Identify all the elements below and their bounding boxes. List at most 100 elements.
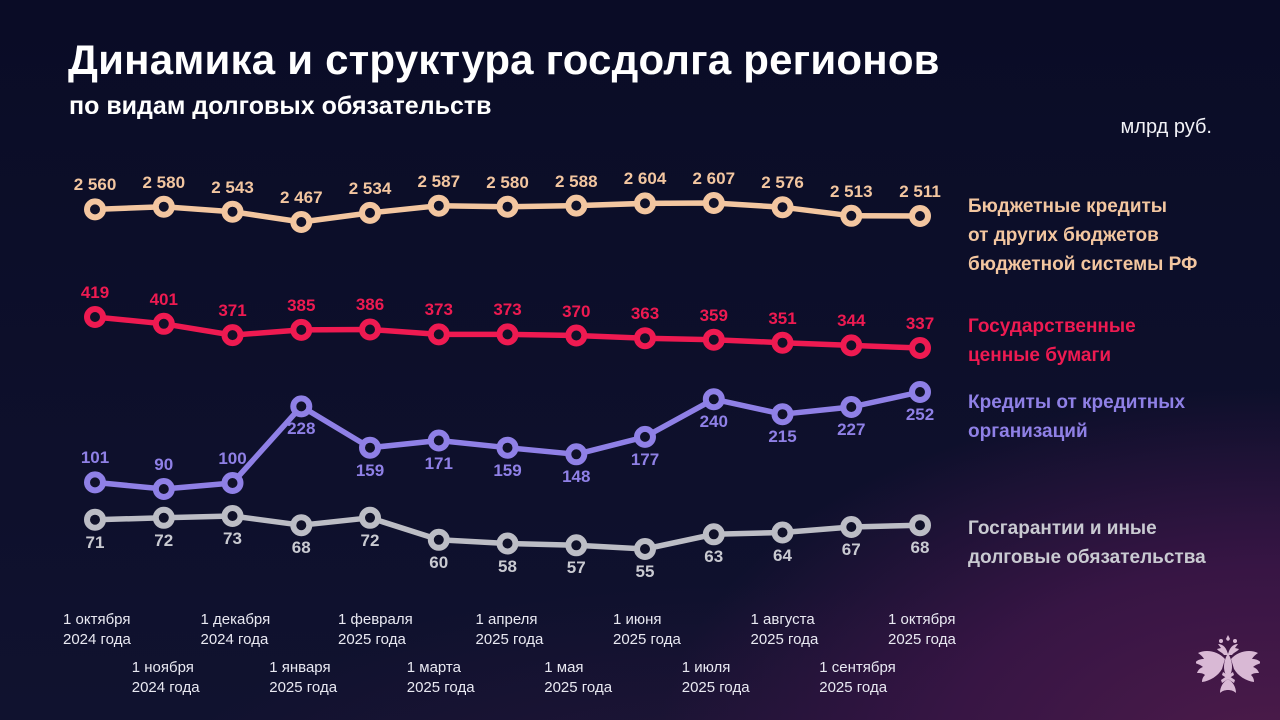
value-label: 2 576 bbox=[761, 173, 804, 193]
data-point bbox=[221, 472, 244, 494]
x-axis-label: 1 мая 2025 года bbox=[544, 659, 613, 696]
value-label: 351 bbox=[768, 308, 797, 328]
data-point bbox=[359, 436, 381, 459]
double-eagle-logo-icon bbox=[1196, 635, 1260, 693]
value-label: 337 bbox=[905, 314, 935, 333]
legend-item-3: Госгарантии и иные долговые обязательства bbox=[968, 518, 1206, 568]
data-point bbox=[496, 436, 519, 459]
value-label: 58 bbox=[498, 556, 517, 576]
data-point bbox=[290, 514, 313, 537]
data-point bbox=[496, 195, 519, 218]
legend-item-0: Бюджетные кредиты от других бюджетов бюдже… bbox=[968, 196, 1198, 275]
data-point bbox=[702, 523, 725, 546]
value-label: 2 467 bbox=[279, 188, 323, 207]
value-label: 401 bbox=[149, 289, 178, 309]
x-axis-label: 1 марта 2025 года bbox=[406, 659, 475, 696]
x-axis-label: 1 августа 2025 года bbox=[750, 611, 819, 648]
x-axis-label: 1 октября 2024 года bbox=[63, 611, 131, 648]
data-point bbox=[565, 534, 588, 557]
value-label: 57 bbox=[566, 558, 586, 578]
value-label: 67 bbox=[841, 540, 861, 559]
value-label: 64 bbox=[773, 545, 792, 565]
data-point bbox=[359, 201, 381, 224]
value-label: 73 bbox=[223, 529, 242, 548]
value-label: 370 bbox=[562, 301, 591, 321]
data-point bbox=[290, 395, 313, 418]
value-label: 2 560 bbox=[73, 175, 117, 195]
data-point bbox=[496, 323, 519, 346]
value-label: 72 bbox=[154, 530, 174, 550]
data-point bbox=[702, 328, 725, 351]
x-axis-label: 1 декабря 2024 года bbox=[200, 611, 271, 648]
value-label: 215 bbox=[768, 427, 797, 447]
x-axis-label: 1 июля 2025 года bbox=[681, 659, 750, 696]
value-label: 101 bbox=[80, 448, 110, 468]
data-point bbox=[84, 471, 106, 494]
data-point bbox=[840, 396, 863, 418]
value-label: 171 bbox=[424, 453, 453, 473]
x-axis-label: 1 февраля 2025 года bbox=[338, 611, 413, 648]
units-label: млрд руб. bbox=[1120, 116, 1212, 138]
x-axis-label: 1 апреля 2025 года bbox=[475, 611, 544, 648]
data-point bbox=[427, 323, 450, 346]
data-point bbox=[152, 312, 175, 335]
data-point bbox=[359, 506, 381, 529]
value-label: 385 bbox=[287, 295, 316, 315]
data-point bbox=[565, 194, 588, 217]
value-label: 2 543 bbox=[211, 177, 254, 197]
value-label: 373 bbox=[493, 300, 522, 320]
x-axis-label: 1 января 2025 года bbox=[269, 659, 338, 696]
value-label: 2 607 bbox=[692, 169, 736, 188]
data-point bbox=[840, 516, 863, 538]
page-subtitle: по видам долговых обязательств bbox=[69, 92, 492, 120]
data-point bbox=[840, 334, 863, 357]
data-point bbox=[221, 200, 244, 223]
data-point bbox=[359, 318, 381, 341]
value-label: 2 534 bbox=[348, 178, 392, 198]
data-point bbox=[152, 478, 175, 500]
data-point bbox=[634, 192, 656, 215]
value-label: 228 bbox=[287, 419, 316, 439]
x-axis-label: 1 ноября 2024 года bbox=[131, 659, 200, 696]
value-label: 371 bbox=[218, 301, 247, 321]
page-title: Динамика и структура госдолга регионов bbox=[68, 36, 940, 83]
value-label: 359 bbox=[699, 305, 728, 325]
value-label: 68 bbox=[910, 538, 930, 558]
data-point bbox=[427, 194, 450, 217]
data-point bbox=[702, 388, 725, 411]
value-label: 159 bbox=[493, 460, 522, 480]
x-axis-label: 1 октября 2025 года bbox=[888, 611, 956, 648]
data-point bbox=[909, 337, 931, 359]
value-label: 363 bbox=[630, 304, 660, 324]
value-label: 71 bbox=[85, 532, 105, 552]
value-label: 2 587 bbox=[417, 171, 461, 191]
data-point bbox=[427, 528, 450, 551]
value-label: 344 bbox=[837, 311, 866, 331]
data-point bbox=[634, 425, 656, 448]
value-label: 90 bbox=[154, 455, 174, 474]
data-point bbox=[152, 195, 175, 218]
legend-item-2: Кредиты от кредитных организаций bbox=[968, 392, 1186, 442]
data-point bbox=[634, 327, 656, 350]
data-point bbox=[909, 205, 931, 227]
data-point bbox=[909, 514, 931, 537]
value-label: 2 580 bbox=[142, 172, 186, 192]
data-point bbox=[771, 521, 794, 544]
x-axis-label: 1 июня 2025 года bbox=[613, 611, 681, 648]
value-label: 68 bbox=[291, 538, 311, 558]
data-point bbox=[290, 211, 313, 233]
value-label: 148 bbox=[562, 467, 591, 487]
data-point bbox=[496, 532, 519, 555]
data-point bbox=[152, 506, 175, 529]
data-point bbox=[565, 324, 588, 347]
value-label: 72 bbox=[360, 530, 380, 550]
data-point bbox=[771, 403, 794, 426]
value-label: 252 bbox=[905, 405, 935, 424]
value-label: 373 bbox=[424, 300, 453, 320]
value-label: 2 588 bbox=[554, 171, 598, 191]
data-point bbox=[221, 324, 244, 347]
value-label: 2 511 bbox=[899, 182, 941, 202]
value-label: 63 bbox=[704, 547, 724, 567]
